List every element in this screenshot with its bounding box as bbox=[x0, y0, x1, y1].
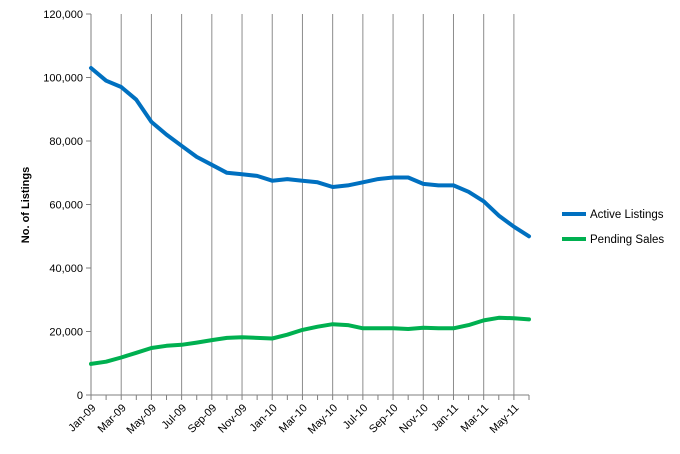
x-tick-label: Sep-09 bbox=[186, 402, 220, 436]
series-line-pending-sales bbox=[89, 315, 531, 366]
x-tick-label: Jan-11 bbox=[429, 402, 461, 434]
x-tick-label: Mar-10 bbox=[277, 402, 310, 435]
legend-label-active-listings: Active Listings bbox=[590, 209, 664, 221]
y-axis-label: No. of Listings bbox=[20, 167, 32, 243]
x-tick-label: Jan-10 bbox=[248, 402, 280, 434]
y-tick-label: 0 bbox=[77, 390, 83, 402]
x-tick-label: Nov-10 bbox=[397, 402, 431, 436]
x-tick-label: Mar-11 bbox=[459, 402, 492, 435]
x-tick-label: Jan-09 bbox=[66, 402, 98, 434]
y-tick-label: 120,000 bbox=[43, 9, 83, 21]
x-tick-label: Nov-09 bbox=[216, 402, 250, 436]
x-tick-label: May-09 bbox=[125, 402, 159, 436]
series-line-active-listings bbox=[89, 66, 531, 239]
axes bbox=[90, 14, 529, 396]
y-tick-label: 80,000 bbox=[49, 136, 83, 148]
x-tick-label: Mar-09 bbox=[96, 402, 129, 435]
y-axis-ticks: 0 20,000 40,000 60,000 80,000 100,000 120,000 bbox=[43, 9, 91, 402]
x-tick-label: May-11 bbox=[488, 402, 522, 436]
legend: Active Listings Pending Sales bbox=[562, 209, 664, 246]
y-tick-label: 100,000 bbox=[43, 73, 83, 85]
y-tick-label: 40,000 bbox=[49, 263, 83, 275]
y-tick-label: 60,000 bbox=[49, 200, 83, 212]
legend-label-pending-sales: Pending Sales bbox=[590, 234, 664, 246]
y-tick-label: 20,000 bbox=[49, 327, 83, 339]
x-tick-label: Sep-10 bbox=[367, 402, 401, 436]
x-tick-label: May-10 bbox=[306, 402, 340, 436]
series-lines bbox=[89, 66, 531, 366]
grid-lines bbox=[90, 14, 515, 395]
